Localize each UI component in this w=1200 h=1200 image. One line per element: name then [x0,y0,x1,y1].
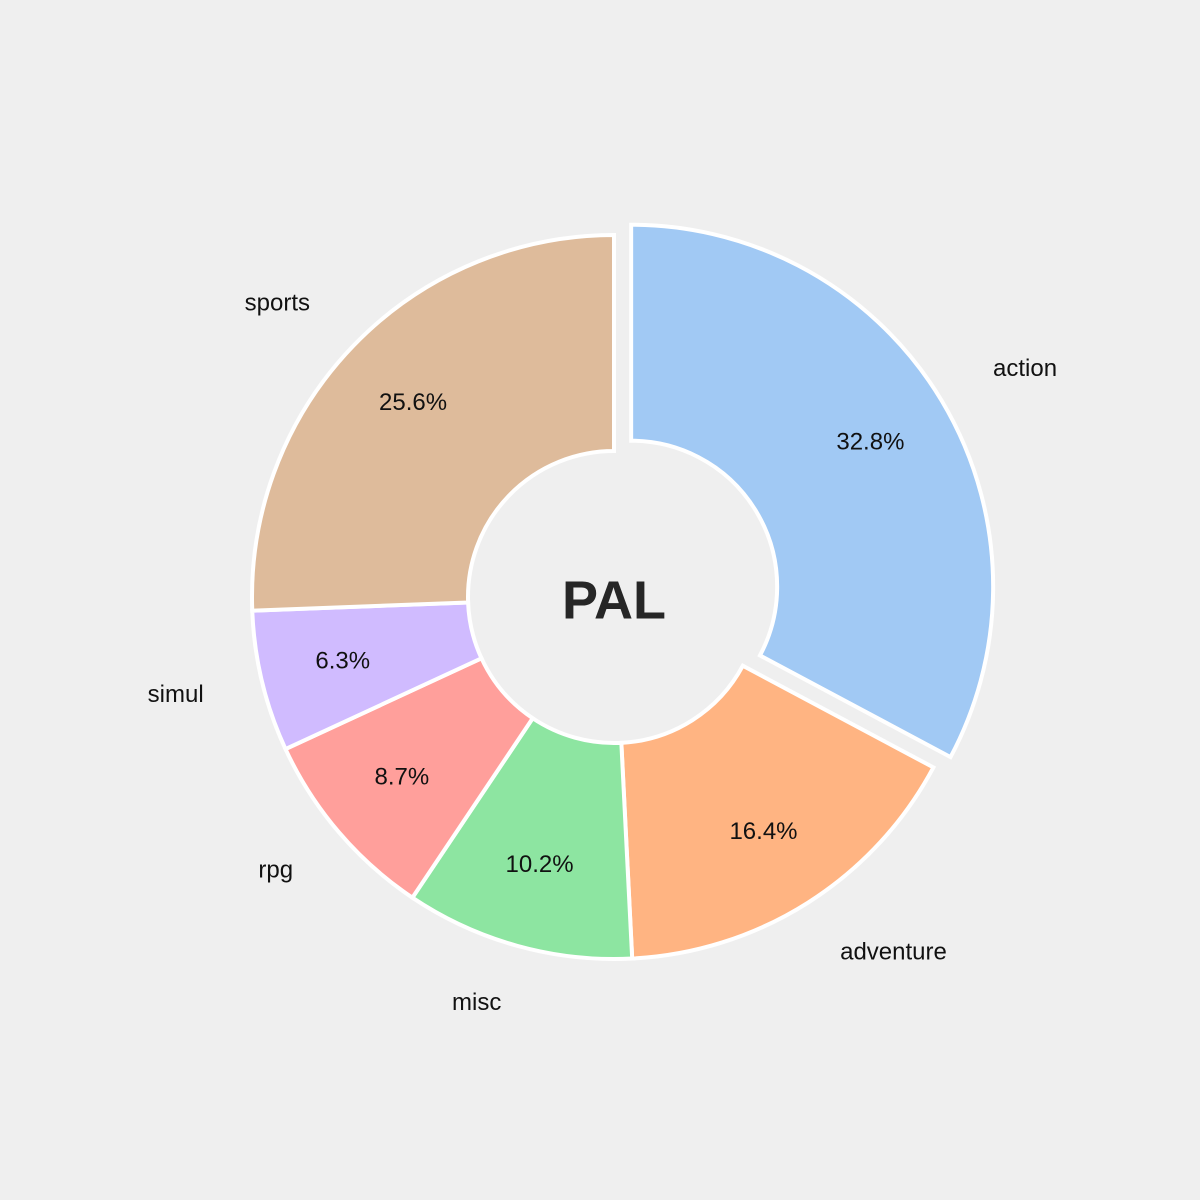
value-label-misc: 10.2% [506,851,574,878]
value-label-rpg: 8.7% [374,764,429,791]
value-label-simul: 6.3% [315,647,370,674]
pie-slice-action [629,222,996,760]
pie-slice-rpg [282,655,536,901]
pie-slice-adventure [619,663,937,961]
value-label-action: 32.8% [836,429,904,456]
slices-layer [250,222,996,961]
pie-slice-sports [250,232,616,613]
category-label-misc: misc [452,989,501,1016]
value-label-sports: 25.6% [379,389,447,416]
pie-slice-misc [409,715,635,961]
category-label-rpg: rpg [258,856,293,883]
category-label-action: action [993,355,1057,382]
center-title: PAL [562,570,666,630]
category-label-simul: simul [148,681,204,708]
category-label-sports: sports [245,290,310,317]
value-label-adventure: 16.4% [729,818,797,845]
category-label-adventure: adventure [840,939,947,966]
labels-layer: 32.8% action 16.4% adventure 10.2% misc 8.7% rp… [148,290,1057,1016]
